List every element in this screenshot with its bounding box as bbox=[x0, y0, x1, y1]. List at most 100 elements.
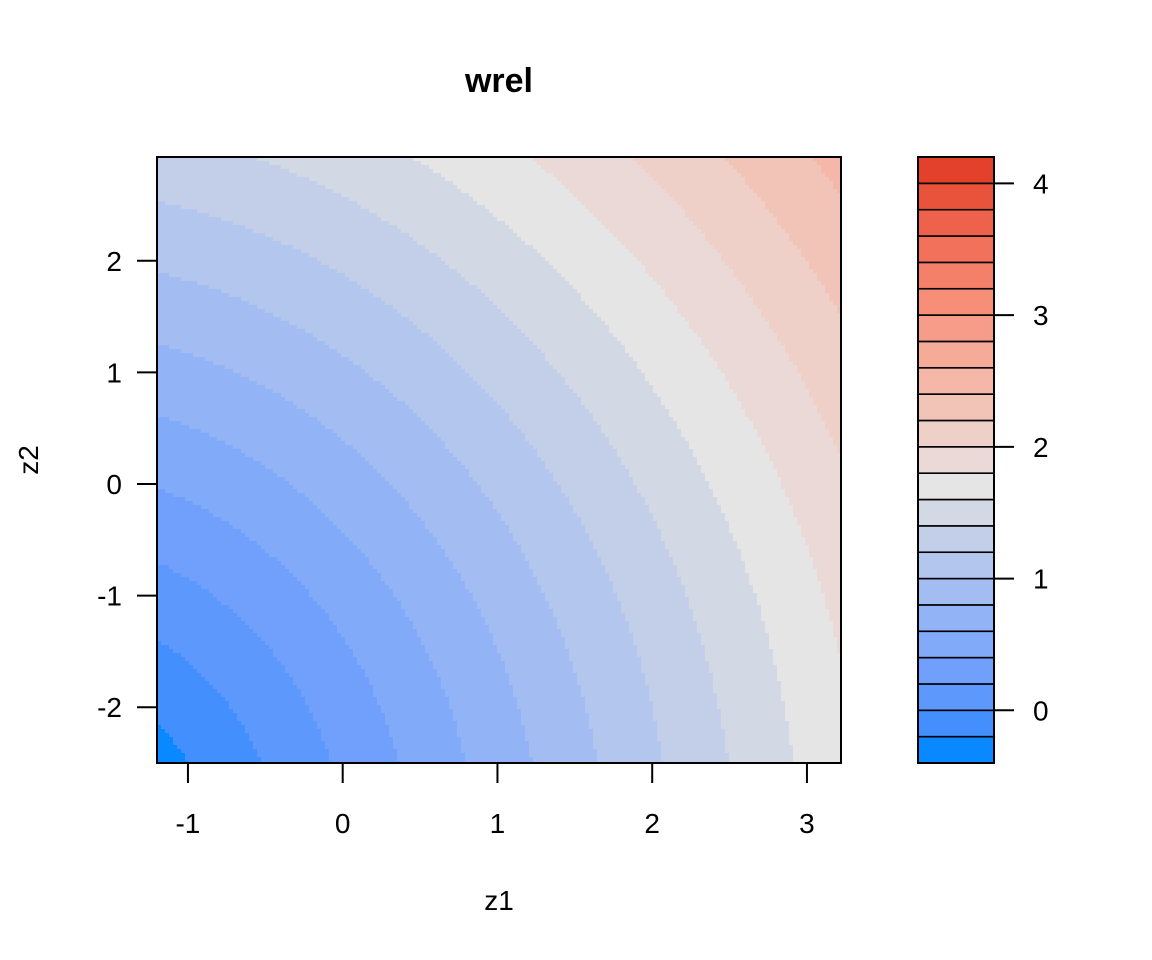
contour-cell bbox=[217, 193, 221, 197]
contour-cell bbox=[293, 229, 297, 233]
contour-cell bbox=[573, 201, 577, 205]
contour-cell bbox=[501, 269, 505, 273]
contour-cell bbox=[189, 165, 193, 169]
contour-cell bbox=[377, 261, 381, 265]
contour-cell bbox=[409, 221, 413, 225]
contour-cell bbox=[417, 201, 421, 205]
contour-cell bbox=[797, 217, 801, 221]
contour-cell bbox=[297, 197, 301, 201]
contour-cell bbox=[609, 241, 613, 245]
contour-cell bbox=[741, 241, 745, 245]
contour-cell bbox=[645, 177, 649, 181]
contour-cell bbox=[445, 245, 449, 249]
contour-cell bbox=[737, 173, 741, 177]
contour-cell bbox=[805, 245, 809, 249]
contour-cell bbox=[677, 245, 681, 249]
contour-cell bbox=[189, 213, 193, 217]
contour-cell bbox=[813, 213, 817, 217]
contour-cell bbox=[189, 237, 193, 241]
contour-cell bbox=[553, 241, 557, 245]
contour-cell bbox=[317, 237, 321, 241]
contour-cell bbox=[613, 221, 617, 225]
contour-cell bbox=[629, 201, 633, 205]
contour-cell bbox=[769, 173, 773, 177]
contour-cell bbox=[481, 257, 485, 261]
contour-cell bbox=[677, 161, 681, 165]
contour-cell bbox=[797, 261, 801, 265]
contour-cell bbox=[209, 249, 213, 253]
contour-cell bbox=[217, 197, 221, 201]
contour-cell bbox=[789, 209, 793, 213]
contour-cell bbox=[601, 229, 605, 233]
contour-cell bbox=[737, 265, 741, 269]
contour-cell bbox=[653, 257, 657, 261]
contour-cell bbox=[721, 169, 725, 173]
contour-cell bbox=[785, 241, 789, 245]
contour-cell bbox=[733, 161, 737, 165]
contour-cell bbox=[741, 225, 745, 229]
contour-cell bbox=[401, 221, 405, 225]
contour-cell bbox=[817, 189, 821, 193]
contour-cell bbox=[505, 189, 509, 193]
contour-cell bbox=[297, 173, 301, 177]
contour-cell bbox=[173, 209, 177, 213]
contour-cell bbox=[641, 217, 645, 221]
contour-cell bbox=[673, 257, 677, 261]
contour-cell bbox=[273, 165, 277, 169]
contour-cell bbox=[609, 213, 613, 217]
contour-cell bbox=[325, 253, 329, 257]
contour-cell bbox=[457, 261, 461, 265]
contour-cell bbox=[753, 201, 757, 205]
contour-cell bbox=[513, 173, 517, 177]
contour-cell bbox=[417, 209, 421, 213]
contour-cell bbox=[185, 165, 189, 169]
contour-cell bbox=[569, 249, 573, 253]
contour-cell bbox=[377, 169, 381, 173]
contour-cell bbox=[349, 181, 353, 185]
contour-cell bbox=[241, 221, 245, 225]
contour-cell bbox=[577, 213, 581, 217]
contour-cell bbox=[829, 253, 833, 257]
contour-cell bbox=[605, 245, 609, 249]
contour-cell bbox=[349, 165, 353, 169]
contour-cell bbox=[441, 173, 445, 177]
contour-cell bbox=[713, 229, 717, 233]
contour-cell bbox=[721, 253, 725, 257]
contour-cell bbox=[753, 257, 757, 261]
contour-cell bbox=[249, 265, 253, 269]
contour-cell bbox=[221, 261, 225, 265]
contour-cell bbox=[209, 221, 213, 225]
contour-cell bbox=[585, 181, 589, 185]
contour-cell bbox=[677, 233, 681, 237]
contour-cell bbox=[629, 209, 633, 213]
contour-cell bbox=[729, 261, 733, 265]
contour-cell bbox=[705, 249, 709, 253]
contour-cell bbox=[561, 213, 565, 217]
contour-cell bbox=[649, 213, 653, 217]
contour-cell bbox=[481, 269, 485, 273]
contour-cell bbox=[609, 253, 613, 257]
contour-cell bbox=[525, 253, 529, 257]
contour-cell bbox=[717, 241, 721, 245]
contour-cell bbox=[273, 193, 277, 197]
contour-cell bbox=[461, 169, 465, 173]
contour-cell bbox=[477, 177, 481, 181]
contour-cell bbox=[809, 249, 813, 253]
contour-cell bbox=[457, 221, 461, 225]
contour-cell bbox=[445, 173, 449, 177]
contour-cell bbox=[405, 213, 409, 217]
contour-cell bbox=[801, 193, 805, 197]
contour-cell bbox=[633, 209, 637, 213]
contour-cell bbox=[553, 193, 557, 197]
contour-cell bbox=[297, 169, 301, 173]
contour-cell bbox=[221, 193, 225, 197]
contour-cell bbox=[481, 185, 485, 189]
contour-cell bbox=[293, 249, 297, 253]
contour-cell bbox=[605, 261, 609, 265]
contour-cell bbox=[161, 233, 165, 237]
contour-cell bbox=[361, 201, 365, 205]
contour-cell bbox=[649, 205, 653, 209]
contour-cell bbox=[589, 189, 593, 193]
contour-cell bbox=[729, 213, 733, 217]
contour-cell bbox=[553, 165, 557, 169]
